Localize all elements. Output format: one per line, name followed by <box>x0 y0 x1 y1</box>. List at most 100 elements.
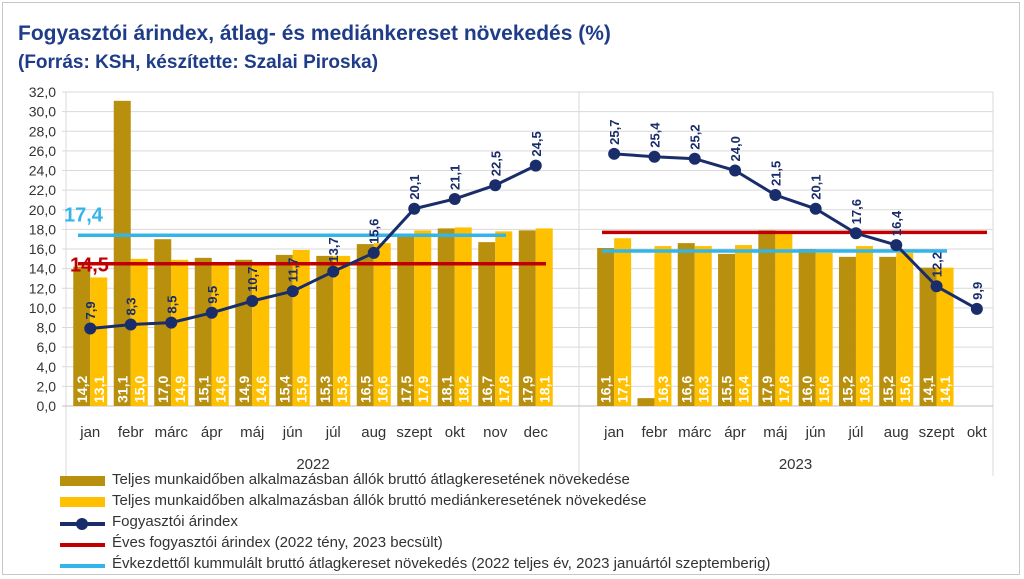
median-wage-bar <box>815 252 833 406</box>
cpi-line <box>90 164 537 330</box>
median-wage-label: 17,8 <box>496 376 512 403</box>
avg-wage-label: 17,5 <box>398 376 414 403</box>
median-wage-label: 16,3 <box>655 376 671 403</box>
cpi-label: 7,9 <box>83 301 98 319</box>
median-wage-bar <box>614 238 632 406</box>
cpi-point <box>205 306 218 319</box>
legend-swatch <box>60 476 105 486</box>
legend-label: Teljes munkaidőben alkalmazásban állók b… <box>112 471 630 488</box>
avg-wage-label: 17,9 <box>519 376 535 403</box>
x-tick-label: jún <box>805 424 826 441</box>
avg-wage-label: 14,2 <box>74 376 90 403</box>
avg-wage-label: 16,5 <box>357 376 373 403</box>
x-tick-label: aug <box>884 424 909 441</box>
cpi-point <box>165 316 178 329</box>
avg-wage-bar <box>113 100 131 407</box>
y-tick-label: 22,0 <box>29 182 56 198</box>
chart-area: 0,0 2,0 4,0 6,0 8,0 10,0 12,0 14,0 16,0 18,0 20,0 2… <box>29 84 994 476</box>
legend-label: Éves fogyasztói árindex (2022 tény, 2023… <box>112 534 443 551</box>
cpi-label: 20,1 <box>809 174 824 199</box>
cpi-point <box>729 164 742 177</box>
avg-wage-label: 16,0 <box>799 376 815 403</box>
median-wage-bar <box>211 262 229 406</box>
avg-wage-bar <box>194 257 212 406</box>
avg-wage-label: 15,2 <box>880 376 896 403</box>
avg-wage-bar <box>397 234 415 406</box>
median-wage-label: 14,1 <box>937 376 953 403</box>
median-wage-bar <box>896 252 914 406</box>
x-tick-label: dec <box>524 424 549 441</box>
avg-wage-bar <box>437 228 455 406</box>
cpi-label: 10,7 <box>245 267 260 292</box>
avg-wage-label: 16,7 <box>479 376 495 403</box>
median-wage-label: 15,6 <box>816 376 832 403</box>
cpi-label: 17,6 <box>849 199 864 224</box>
cpi-label: 16,4 <box>889 210 904 236</box>
median-wage-bar <box>694 246 712 406</box>
x-tick-label: júl <box>325 424 341 441</box>
cpi-label: 20,1 <box>407 174 422 199</box>
avg-wage-bar <box>798 249 816 406</box>
cumulative-avg-value: 17,4 <box>64 204 104 226</box>
cpi-label: 9,9 <box>970 282 985 300</box>
cpi-point <box>890 239 903 252</box>
avg-wage-bar <box>758 230 776 406</box>
avg-wage-label: 15,1 <box>195 376 211 403</box>
median-wage-bar <box>535 228 553 406</box>
x-tick-label: jan <box>79 424 100 441</box>
cpi-label: 8,3 <box>124 297 139 315</box>
median-wage-label: 16,3 <box>856 376 872 403</box>
cpi-label: 11,7 <box>286 258 301 283</box>
avg-wage-label: 18,1 <box>438 376 454 403</box>
x-tick-label: ápr <box>201 424 223 441</box>
y-tick-label: 4,0 <box>37 359 57 375</box>
y-tick-label: 10,0 <box>29 300 56 316</box>
x-tick-label: márc <box>678 424 712 441</box>
median-wage-label: 17,1 <box>615 376 631 403</box>
avg-wage-label: 14,1 <box>920 376 936 403</box>
annual-cpi-value: 14,5 <box>70 255 109 277</box>
x-tick-label: szept <box>396 424 433 441</box>
median-wage-label: 17,8 <box>776 376 792 403</box>
x-tick-label: jún <box>282 424 303 441</box>
y-tick-label: 14,0 <box>29 261 56 277</box>
avg-wage-bar <box>879 256 897 406</box>
avg-wage-bar <box>677 243 695 406</box>
y-tick-label: 8,0 <box>37 320 57 336</box>
avg-wage-bar <box>718 253 736 406</box>
x-tick-label: máj <box>240 424 264 441</box>
avg-wage-label: 31,1 <box>114 376 130 403</box>
cpi-point <box>769 189 782 202</box>
median-wage-label: 18,1 <box>536 376 552 403</box>
chart-title: Fogyasztói árindex, átlag- és mediánkere… <box>18 22 611 45</box>
y-tick-label: 24,0 <box>29 163 56 179</box>
median-wage-bar <box>735 245 753 406</box>
median-wage-label: 17,9 <box>415 376 431 403</box>
cpi-label: 8,5 <box>164 296 179 314</box>
cpi-label: 24,0 <box>728 136 743 161</box>
y-tick-label: 2,0 <box>37 378 57 394</box>
avg-wage-label: 15,2 <box>839 376 855 403</box>
median-wage-label: 15,3 <box>334 376 350 403</box>
cpi-label: 9,5 <box>205 286 220 304</box>
cpi-point <box>367 246 380 259</box>
cpi-label: 22,5 <box>488 151 503 176</box>
avg-wage-bar <box>838 256 856 406</box>
cpi-point <box>408 202 421 215</box>
legend-swatch <box>60 497 105 507</box>
cpi-point <box>648 150 661 163</box>
y-tick-label: 6,0 <box>37 339 57 355</box>
median-wage-label: 14,9 <box>172 376 188 403</box>
legend-label: Teljes munkaidőben alkalmazásban állók b… <box>112 492 647 509</box>
y-tick-label: 12,0 <box>29 280 56 296</box>
year-label: 2022 <box>296 456 329 473</box>
x-tick-label: febr <box>642 424 668 441</box>
cpi-point <box>809 202 822 215</box>
median-wage-label: 15,6 <box>897 376 913 403</box>
y-tick-label: 28,0 <box>29 123 56 139</box>
x-tick-label: okt <box>967 424 988 441</box>
chart-subtitle: (Forrás: KSH, készítette: Szalai Piroska… <box>18 52 379 73</box>
avg-wage-label: 14,9 <box>236 376 252 403</box>
avg-wage-label: 15,3 <box>317 376 333 403</box>
